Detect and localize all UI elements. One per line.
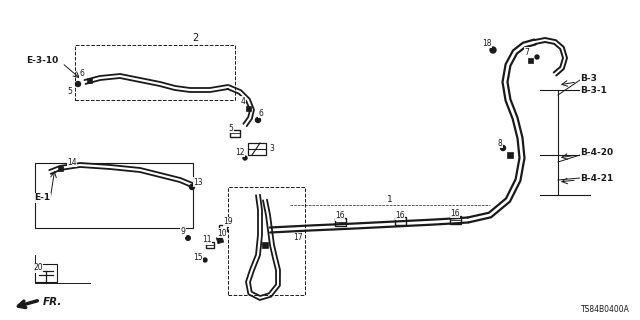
Text: 13: 13 [193,178,203,187]
Circle shape [500,146,506,150]
Bar [75,45,235,100]
Bar [35,264,57,282]
Text: 16: 16 [335,212,345,220]
Bar [527,58,532,62]
Text: 19: 19 [223,218,233,227]
Text: B-4-21: B-4-21 [580,173,613,182]
Bar [35,163,193,228]
Text: 12: 12 [236,148,244,156]
Text: B-3-1: B-3-1 [580,85,607,94]
Bar [228,187,305,295]
Bar [449,216,461,224]
Bar [86,77,92,83]
Text: 11: 11 [202,236,212,244]
Text: 6: 6 [259,108,264,117]
Bar [394,217,406,225]
Text: FR.: FR. [43,297,62,307]
Bar [219,225,227,231]
Text: 3: 3 [269,143,275,153]
Bar [335,218,346,226]
Text: 5: 5 [68,86,72,95]
Text: 16: 16 [450,209,460,218]
Text: 16: 16 [395,211,405,220]
Text: 15: 15 [193,252,203,261]
Circle shape [186,236,190,240]
Bar [58,165,63,171]
FancyBboxPatch shape [248,143,266,155]
Text: 7: 7 [525,47,529,57]
Text: E-1: E-1 [34,194,50,203]
Bar [230,130,240,137]
Text: 18: 18 [483,38,492,47]
Circle shape [203,258,207,262]
Text: 9: 9 [180,228,186,236]
Circle shape [189,185,195,189]
Text: 20: 20 [33,263,43,273]
Circle shape [243,156,247,160]
Bar [262,242,268,248]
Text: 10: 10 [217,228,227,237]
Circle shape [490,47,496,53]
Circle shape [535,55,539,59]
Text: 4: 4 [241,97,245,106]
Text: TS84B0400A: TS84B0400A [581,305,630,314]
Text: 5: 5 [228,124,234,132]
Text: E-3-10: E-3-10 [26,55,58,65]
Text: 6: 6 [79,68,84,77]
Circle shape [255,117,260,123]
Bar [246,106,250,110]
Text: 1: 1 [387,196,393,204]
Text: 17: 17 [293,234,303,243]
Bar [206,242,214,248]
Text: 2: 2 [192,33,198,43]
Bar [507,152,513,158]
Text: 8: 8 [498,139,502,148]
Text: B-4-20: B-4-20 [580,148,613,156]
Text: B-3: B-3 [580,74,597,83]
Text: 14: 14 [67,157,77,166]
Bar [216,236,223,244]
Circle shape [76,82,81,86]
